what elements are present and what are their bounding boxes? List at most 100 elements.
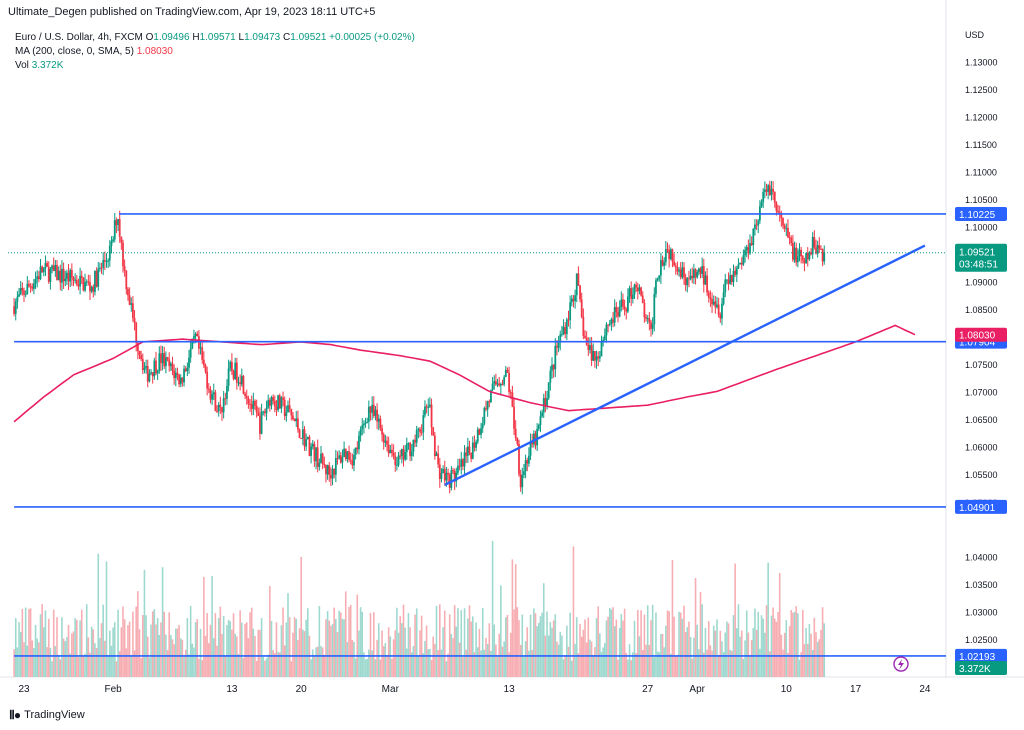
candle-body (80, 275, 83, 278)
volume-bar (551, 627, 553, 677)
candle (272, 394, 275, 405)
candle-body (574, 295, 576, 302)
candle (255, 399, 258, 418)
volume-bar (292, 632, 294, 677)
candle-body (597, 356, 600, 359)
volume-bar (795, 606, 797, 677)
candle (628, 285, 631, 303)
candle (229, 360, 232, 372)
candle-body (580, 299, 583, 317)
candle (171, 356, 174, 376)
candle-body (556, 345, 558, 348)
candle (141, 353, 144, 375)
y-tick-label: 1.02500 (965, 635, 998, 645)
volume-bar (439, 604, 441, 677)
candle-body (277, 395, 279, 410)
volume-bar (506, 614, 509, 677)
volume-bar (605, 620, 608, 677)
candle (795, 242, 798, 267)
volume-bar (166, 650, 169, 677)
candle (516, 437, 519, 446)
candle (97, 261, 100, 291)
candle (816, 240, 819, 258)
volume-bar (373, 612, 375, 677)
candle (610, 317, 613, 331)
candle (242, 374, 245, 395)
candle-body (18, 294, 20, 297)
candle (462, 458, 464, 471)
candle (478, 428, 481, 436)
candle (452, 467, 454, 475)
candle-body (265, 407, 268, 414)
candle-body (808, 252, 811, 260)
volume-bar (346, 642, 349, 677)
candle-body (564, 326, 567, 335)
candle (658, 275, 661, 282)
horizontal-level-tag: 1.02193 (959, 652, 996, 663)
candle-body (686, 278, 689, 286)
candle (768, 180, 771, 196)
ma-value-tag: 1.08030 (959, 331, 996, 342)
candle (52, 257, 55, 272)
volume-bar (674, 655, 677, 677)
volume-bar (38, 642, 40, 677)
candle (178, 373, 180, 388)
volume-bar (181, 639, 184, 677)
volume-bar (125, 648, 128, 677)
volume-bar (21, 608, 24, 677)
tradingview-footer[interactable]: Ⅱ● TradingView (9, 708, 85, 722)
candle-body (189, 348, 192, 358)
candle (41, 265, 44, 273)
candle (207, 383, 210, 394)
candle (726, 279, 728, 285)
candle (107, 258, 110, 269)
candle-body (726, 279, 728, 281)
candle-body (285, 412, 288, 417)
x-tick-label: Apr (689, 684, 705, 695)
candle (409, 441, 411, 462)
candle (67, 264, 70, 291)
candle (443, 460, 446, 486)
candle-body (480, 428, 482, 435)
candle (123, 259, 126, 277)
volume-bar (577, 653, 580, 677)
volume-bar (472, 616, 474, 677)
volume-bar (630, 660, 632, 677)
candle-body (16, 296, 19, 302)
candle (288, 397, 291, 413)
candle (174, 367, 177, 387)
volume-bar (569, 612, 571, 677)
candle-body (666, 249, 669, 251)
volume-bar (750, 640, 753, 677)
candle (318, 458, 321, 471)
candle-body (49, 269, 52, 282)
volume-bar (754, 608, 756, 677)
candle-body (260, 411, 263, 434)
legend-ohlc-row[interactable]: Euro / U.S. Dollar, 4h, FXCM O1.09496 H1… (15, 31, 415, 45)
volume-bar (97, 553, 100, 677)
legend-vol-row[interactable]: Vol 3.372K (15, 59, 415, 73)
candle-body (138, 350, 141, 356)
ma-200-line (13, 324, 916, 423)
volume-bar (637, 609, 639, 677)
candle (282, 391, 284, 407)
volume-bar (745, 610, 748, 677)
candle (627, 288, 629, 314)
volume-bar (765, 605, 768, 677)
candle-body (749, 243, 751, 254)
volume-bar (307, 608, 309, 677)
volume-bar (171, 639, 174, 677)
legend-ma-row[interactable]: MA (200, close, 0, SMA, 5) 1.08030 (15, 45, 415, 59)
legend-ma-value: 1.08030 (136, 46, 173, 57)
candle-body (367, 406, 370, 422)
candle (128, 287, 131, 306)
lightning-icon[interactable] (893, 656, 909, 672)
candle (222, 390, 225, 419)
candle-body (397, 455, 400, 465)
volume-bar (62, 638, 65, 677)
candle-body (229, 361, 232, 369)
candle-body (777, 210, 779, 213)
candle (414, 434, 416, 448)
candle (503, 375, 506, 387)
